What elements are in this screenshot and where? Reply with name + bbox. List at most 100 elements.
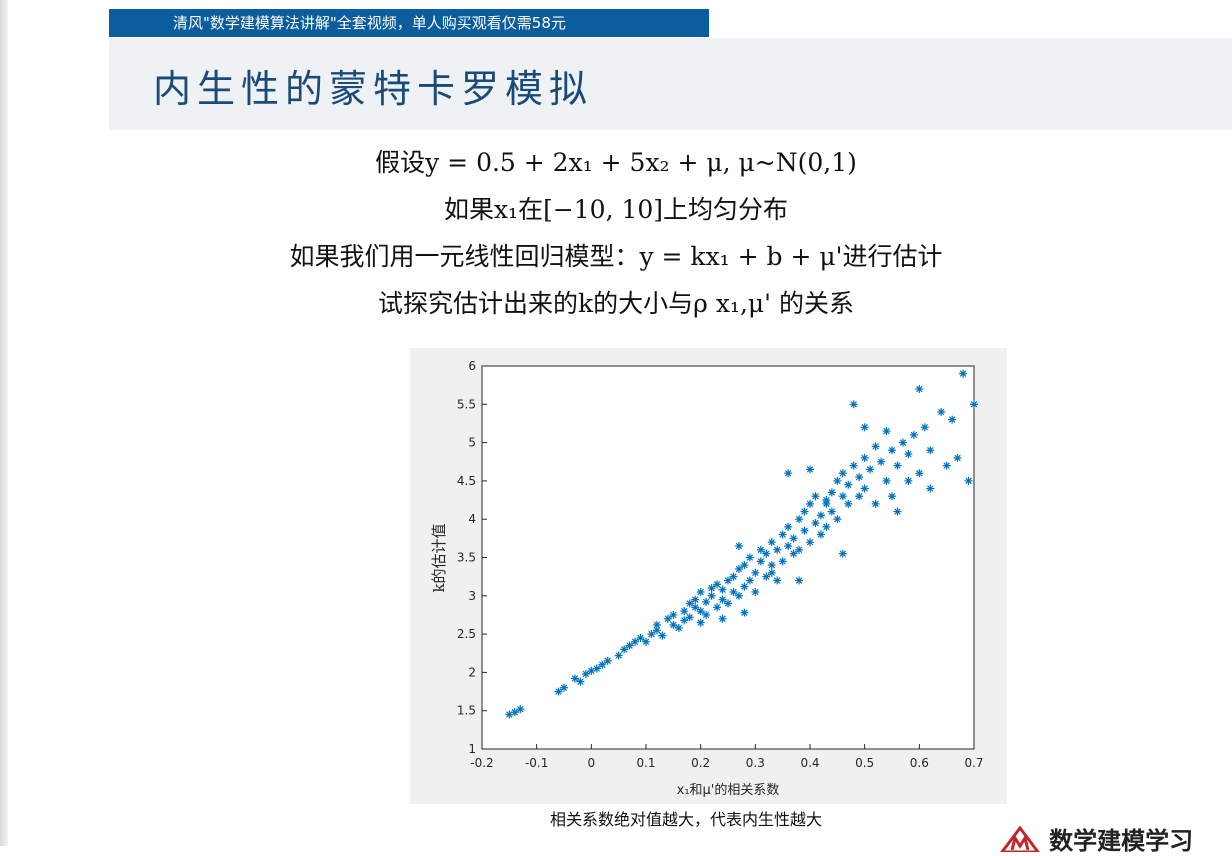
y-axis-label: k的估计值 bbox=[430, 523, 448, 592]
data-point bbox=[510, 708, 519, 717]
x-tick-label: 0.5 bbox=[855, 756, 874, 770]
data-point bbox=[576, 677, 585, 686]
data-point bbox=[767, 568, 776, 577]
data-point bbox=[816, 511, 825, 520]
data-point bbox=[724, 576, 732, 585]
data-point bbox=[707, 584, 716, 593]
data-point bbox=[871, 499, 880, 508]
data-point bbox=[915, 469, 924, 478]
data-point bbox=[718, 585, 727, 594]
data-point bbox=[816, 530, 825, 539]
data-point bbox=[691, 595, 700, 604]
data-point bbox=[893, 507, 902, 516]
data-point bbox=[740, 582, 749, 591]
data-point bbox=[937, 407, 946, 416]
x-tick-label: 0.4 bbox=[800, 756, 819, 770]
data-point bbox=[516, 705, 525, 714]
data-point bbox=[811, 519, 820, 528]
data-point bbox=[762, 549, 771, 558]
data-point bbox=[685, 613, 694, 622]
data-point bbox=[920, 423, 929, 432]
data-point bbox=[592, 664, 601, 673]
page-title: 内生性的蒙特卡罗模拟 bbox=[153, 67, 594, 111]
data-point bbox=[658, 631, 667, 640]
data-point bbox=[888, 492, 896, 501]
data-point bbox=[844, 480, 853, 489]
data-point bbox=[762, 572, 771, 581]
data-point bbox=[833, 476, 842, 485]
y-tick-label: 5 bbox=[468, 436, 476, 450]
data-point bbox=[570, 674, 579, 683]
question-line: 试探究估计出来的k的大小与ρ x₁,μ' 的关系 bbox=[378, 289, 854, 318]
data-point bbox=[800, 526, 809, 535]
data-point bbox=[718, 595, 727, 604]
data-point bbox=[647, 630, 656, 639]
data-point bbox=[882, 427, 891, 436]
data-point bbox=[882, 476, 891, 485]
data-point bbox=[789, 534, 798, 543]
data-point bbox=[718, 614, 727, 623]
data-point bbox=[838, 492, 847, 501]
x-tick-label: 0.1 bbox=[636, 756, 655, 770]
figure-caption: 相关系数绝对值越大，代表内生性越大 bbox=[549, 810, 822, 829]
x-tick-label: 0.3 bbox=[746, 756, 765, 770]
data-point bbox=[713, 580, 722, 589]
data-point bbox=[702, 597, 711, 606]
data-point bbox=[756, 557, 765, 566]
data-point bbox=[773, 576, 782, 585]
promo-text: 清风"数学建模算法讲解"全套视频，单人购买观看仅需58元 bbox=[173, 14, 566, 32]
data-point bbox=[696, 607, 705, 616]
data-point bbox=[663, 614, 672, 623]
data-point bbox=[800, 507, 809, 516]
data-point bbox=[778, 530, 787, 539]
data-point bbox=[669, 610, 678, 619]
data-point bbox=[811, 492, 820, 501]
data-point bbox=[669, 620, 678, 629]
data-point bbox=[729, 587, 738, 596]
data-point bbox=[795, 515, 804, 524]
data-point bbox=[866, 465, 875, 474]
data-point bbox=[620, 645, 629, 654]
data-point bbox=[849, 400, 858, 409]
figure-panel: k的估计值 x₁和μ'的相关系数 -0.2 -0.1 0 0.1 0.2 0.3 0.4 0.… bbox=[410, 348, 1007, 804]
logo-m-icon bbox=[1000, 826, 1041, 854]
data-point bbox=[745, 576, 754, 585]
y-tick-label: 4.5 bbox=[457, 474, 476, 488]
data-point bbox=[734, 564, 743, 573]
data-point bbox=[707, 591, 716, 600]
x-tick-label: 0.2 bbox=[691, 756, 710, 770]
data-point bbox=[631, 637, 640, 646]
data-point bbox=[702, 610, 711, 619]
y-tick-label: 2.5 bbox=[457, 627, 476, 641]
data-point bbox=[603, 656, 612, 665]
data-point bbox=[833, 515, 842, 524]
data-point bbox=[806, 465, 814, 474]
data-point bbox=[893, 461, 902, 470]
data-point bbox=[877, 457, 886, 466]
data-point bbox=[860, 484, 869, 493]
data-point bbox=[745, 553, 754, 562]
data-point bbox=[652, 626, 661, 635]
y-tick-label: 6 bbox=[468, 359, 476, 373]
data-point bbox=[844, 499, 853, 508]
data-point bbox=[904, 476, 913, 485]
data-point bbox=[598, 660, 607, 669]
data-point bbox=[822, 522, 831, 531]
data-point bbox=[773, 545, 782, 554]
y-tick-label: 4 bbox=[468, 512, 476, 526]
x-tick-label: -0.2 bbox=[470, 756, 493, 770]
distribution-line: 如果x₁在[−10, 10]上均匀分布 bbox=[443, 195, 789, 224]
data-point bbox=[926, 484, 935, 493]
data-point bbox=[838, 469, 847, 478]
x-tick-label: -0.1 bbox=[525, 756, 548, 770]
data-point bbox=[729, 572, 738, 581]
data-point bbox=[838, 549, 847, 558]
model-line: 如果我们用一元线性回归模型：y = kx₁ + b + μ'进行估计 bbox=[289, 242, 943, 271]
data-point bbox=[795, 576, 804, 585]
data-point bbox=[713, 603, 722, 612]
data-point bbox=[827, 488, 836, 497]
data-point bbox=[806, 499, 814, 508]
y-tick-label: 5.5 bbox=[457, 397, 476, 411]
data-point bbox=[806, 538, 814, 547]
data-point bbox=[909, 430, 918, 439]
